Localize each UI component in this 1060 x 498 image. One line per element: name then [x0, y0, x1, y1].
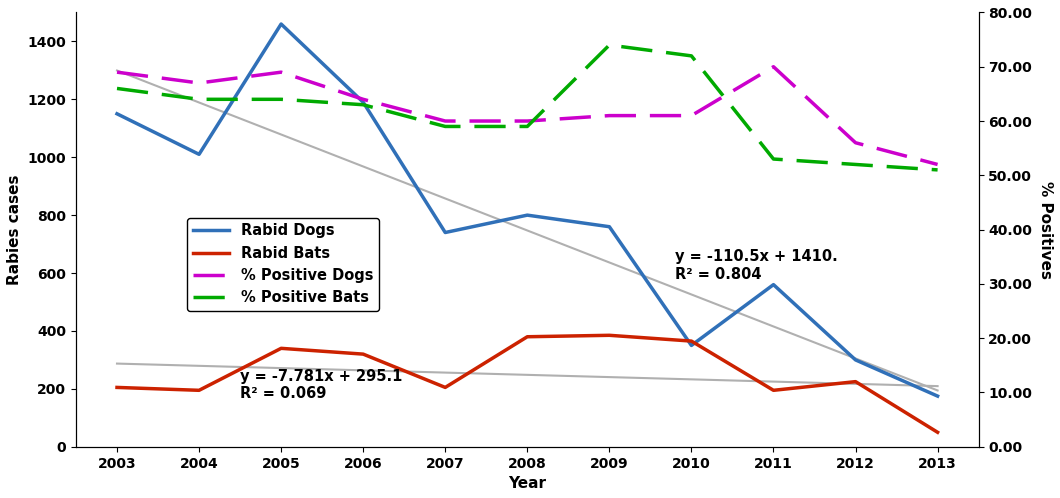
X-axis label: Year: Year: [509, 476, 546, 491]
% Positive Dogs: [767, 64, 780, 70]
Rabid Dogs: [520, 212, 533, 218]
Rabid Bats: [439, 384, 452, 390]
% Positive Bats: [767, 156, 780, 162]
% Positive Bats: [520, 124, 533, 129]
Rabid Dogs: [439, 230, 452, 236]
Line: % Positive Dogs: % Positive Dogs: [117, 67, 938, 164]
Rabid Dogs: [357, 99, 370, 105]
% Positive Dogs: [275, 69, 287, 75]
% Positive Bats: [357, 102, 370, 108]
Legend: Rabid Dogs, Rabid Bats, % Positive Dogs, % Positive Bats: Rabid Dogs, Rabid Bats, % Positive Dogs,…: [187, 218, 379, 311]
% Positive Dogs: [193, 80, 206, 86]
Rabid Bats: [357, 351, 370, 357]
% Positive Dogs: [520, 118, 533, 124]
Rabid Dogs: [603, 224, 616, 230]
Rabid Dogs: [193, 151, 206, 157]
Rabid Dogs: [110, 111, 123, 117]
% Positive Dogs: [932, 161, 944, 167]
Text: y = -7.781x + 295.1
R² = 0.069: y = -7.781x + 295.1 R² = 0.069: [241, 369, 403, 401]
Y-axis label: Rabies cases: Rabies cases: [7, 174, 22, 285]
Rabid Bats: [275, 345, 287, 351]
% Positive Dogs: [685, 113, 697, 119]
% Positive Bats: [275, 96, 287, 102]
% Positive Bats: [932, 167, 944, 173]
Rabid Bats: [193, 387, 206, 393]
Line: Rabid Bats: Rabid Bats: [117, 335, 938, 432]
Y-axis label: % Positives: % Positives: [1038, 181, 1053, 278]
% Positive Dogs: [110, 69, 123, 75]
Rabid Dogs: [685, 343, 697, 349]
% Positive Bats: [439, 124, 452, 129]
Line: Rabid Dogs: Rabid Dogs: [117, 24, 938, 396]
Rabid Dogs: [849, 357, 862, 363]
Rabid Dogs: [767, 282, 780, 288]
% Positive Dogs: [357, 96, 370, 102]
% Positive Dogs: [603, 113, 616, 119]
Rabid Bats: [603, 332, 616, 338]
% Positive Dogs: [439, 118, 452, 124]
% Positive Bats: [193, 96, 206, 102]
% Positive Bats: [685, 53, 697, 59]
% Positive Dogs: [849, 140, 862, 146]
Rabid Bats: [932, 429, 944, 435]
Rabid Bats: [520, 334, 533, 340]
Text: y = -110.5x + 1410.
R² = 0.804: y = -110.5x + 1410. R² = 0.804: [675, 249, 837, 282]
Rabid Dogs: [932, 393, 944, 399]
% Positive Bats: [849, 161, 862, 167]
Line: % Positive Bats: % Positive Bats: [117, 45, 938, 170]
Rabid Bats: [110, 384, 123, 390]
% Positive Bats: [603, 42, 616, 48]
Rabid Bats: [685, 338, 697, 344]
Rabid Dogs: [275, 21, 287, 27]
Rabid Bats: [849, 378, 862, 384]
% Positive Bats: [110, 86, 123, 92]
Rabid Bats: [767, 387, 780, 393]
